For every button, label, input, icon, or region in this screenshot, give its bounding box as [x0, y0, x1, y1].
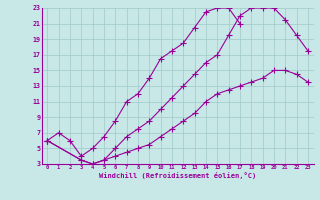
X-axis label: Windchill (Refroidissement éolien,°C): Windchill (Refroidissement éolien,°C)	[99, 172, 256, 179]
